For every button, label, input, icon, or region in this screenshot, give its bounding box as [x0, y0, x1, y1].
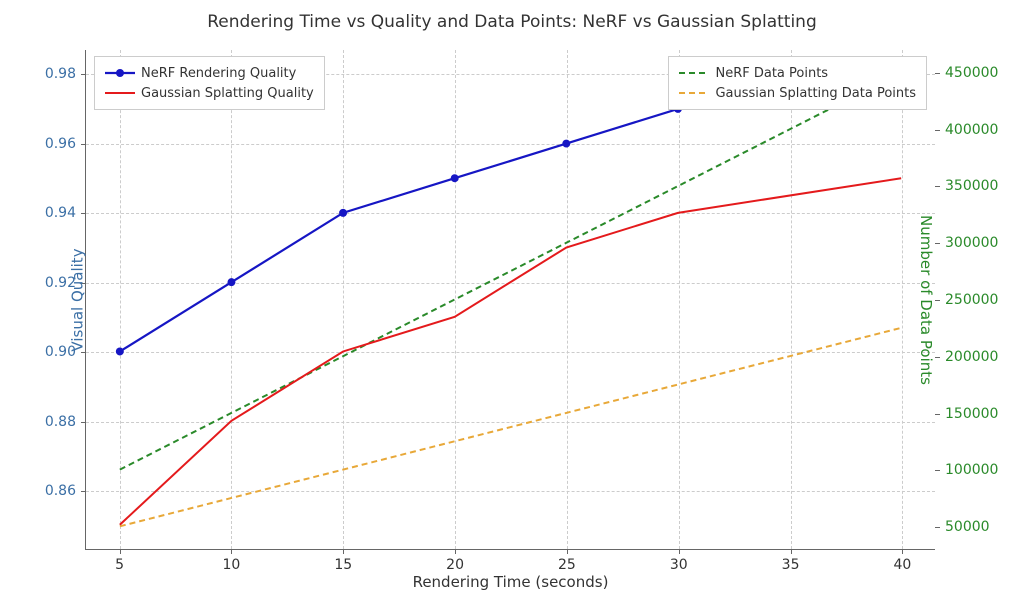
- legend-entry-nerf_points: NeRF Data Points: [679, 63, 916, 83]
- legend-entry-gs_quality: Gaussian Splatting Quality: [105, 83, 314, 103]
- y-axis-left-label: Visual Quality: [69, 248, 87, 351]
- y-left-tick-label: 0.96: [45, 136, 76, 152]
- y-right-tick-label: 50000: [945, 519, 990, 535]
- marker-nerf_quality: [227, 278, 235, 286]
- legend-right: NeRF Data Points Gaussian Splatting Data …: [668, 56, 927, 110]
- y-right-tick-label: 450000: [945, 65, 998, 81]
- y-right-tick-label: 300000: [945, 235, 998, 251]
- x-tick-label: 10: [222, 557, 240, 573]
- legend-swatch-icon: [679, 66, 709, 80]
- x-tick-label: 25: [558, 557, 576, 573]
- legend-swatch-icon: [105, 66, 135, 80]
- chart-title: Rendering Time vs Quality and Data Point…: [0, 12, 1024, 32]
- plot-area: 0.860.880.900.920.940.960.98500001000001…: [85, 50, 935, 550]
- y-left-tick-label: 0.94: [45, 205, 76, 221]
- legend-entry-nerf_quality: NeRF Rendering Quality: [105, 63, 314, 83]
- x-tick-label: 20: [446, 557, 464, 573]
- y-axis-right-label: Number of Data Points: [917, 215, 935, 385]
- legend-left: NeRF Rendering Quality Gaussian Splatting…: [94, 56, 325, 110]
- legend-label: Gaussian Splatting Quality: [141, 86, 314, 101]
- legend-swatch-icon: [679, 86, 709, 100]
- legend-label: NeRF Rendering Quality: [141, 66, 296, 81]
- x-tick-label: 35: [782, 557, 800, 573]
- chart-lines: [86, 50, 935, 549]
- y-left-tick-label: 0.98: [45, 66, 76, 82]
- marker-nerf_quality: [339, 209, 347, 217]
- legend-entry-gs_points: Gaussian Splatting Data Points: [679, 83, 916, 103]
- x-tick-label: 5: [115, 557, 124, 573]
- legend-label: NeRF Data Points: [715, 66, 828, 81]
- x-tick-label: 40: [894, 557, 912, 573]
- y-right-tick-label: 400000: [945, 122, 998, 138]
- x-tick-label: 30: [670, 557, 688, 573]
- x-axis-label: Rendering Time (seconds): [413, 573, 609, 591]
- x-tick-label: 15: [334, 557, 352, 573]
- series-gs_points: [120, 328, 901, 526]
- y-left-tick-label: 0.86: [45, 483, 76, 499]
- marker-nerf_quality: [451, 174, 459, 182]
- series-nerf_points: [120, 73, 901, 470]
- y-right-tick-label: 350000: [945, 178, 998, 194]
- y-right-tick-label: 100000: [945, 462, 998, 478]
- legend-label: Gaussian Splatting Data Points: [715, 86, 916, 101]
- legend-swatch-icon: [105, 86, 135, 100]
- series-gs_quality: [120, 178, 901, 525]
- y-left-tick-label: 0.88: [45, 414, 76, 430]
- marker-nerf_quality: [116, 347, 124, 355]
- y-right-tick-label: 150000: [945, 406, 998, 422]
- series-nerf_quality: [120, 74, 901, 351]
- y-right-tick-label: 250000: [945, 292, 998, 308]
- chart-container: Rendering Time vs Quality and Data Point…: [0, 0, 1024, 613]
- y-right-tick-label: 200000: [945, 349, 998, 365]
- marker-nerf_quality: [562, 140, 570, 148]
